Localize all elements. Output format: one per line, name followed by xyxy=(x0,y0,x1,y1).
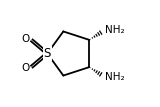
Text: NH₂: NH₂ xyxy=(105,72,125,82)
Text: NH₂: NH₂ xyxy=(105,25,125,35)
Text: O: O xyxy=(22,34,30,44)
Text: S: S xyxy=(44,47,51,60)
Text: O: O xyxy=(22,63,30,73)
